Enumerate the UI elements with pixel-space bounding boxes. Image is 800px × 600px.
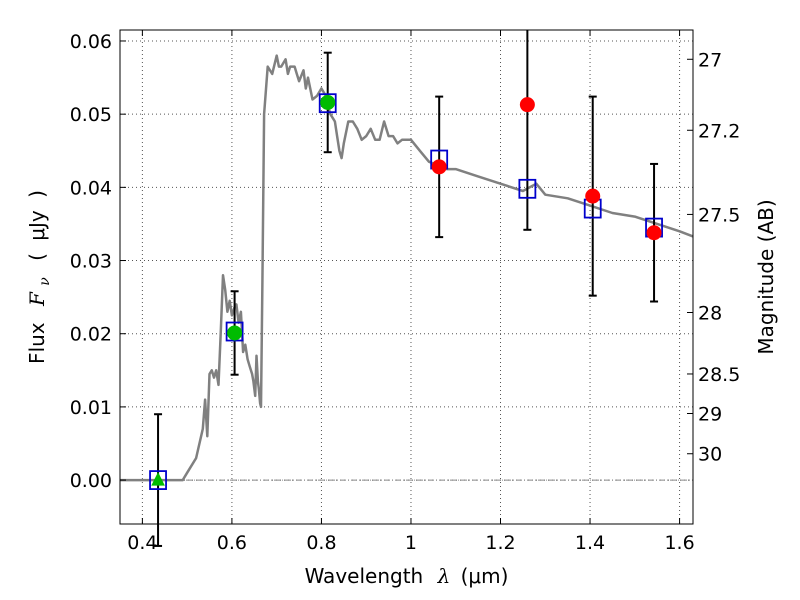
y-tick-label: 0.00 [70, 470, 112, 492]
x-tick-label: 0.6 [217, 532, 247, 554]
sed-model-curve [120, 54, 694, 482]
optical-detection-point [320, 94, 336, 110]
y2-tick-label: 27.2 [698, 120, 740, 142]
y2-tick-label: 28 [698, 302, 722, 324]
marker-layer [149, 93, 663, 490]
plot-frame [119, 29, 694, 525]
model-photometry-square [518, 178, 537, 199]
optical-detection-point [227, 325, 243, 341]
nir-detection-point [585, 188, 601, 204]
x-tick-label: 0.4 [127, 532, 157, 554]
x-tick-label: 1.2 [485, 532, 515, 554]
model-photometry-square [318, 93, 337, 114]
nir-detection-point [646, 225, 662, 241]
y-tick-label: 0.01 [70, 397, 112, 419]
y-tick-label: 0.03 [70, 251, 112, 273]
x-tick-label: 1.4 [575, 532, 605, 554]
x-axis-label: Wavelength λ (μm) [305, 564, 509, 588]
y-tick-label: 0.04 [70, 177, 112, 199]
model-photometry-square [225, 321, 244, 342]
x-tick-label: 0.8 [306, 532, 336, 554]
y-tick-label: 0.05 [70, 104, 112, 126]
y2-axis-label: Magnitude (AB) [754, 199, 778, 354]
y-tick-label: 0.02 [70, 324, 112, 346]
nir-detection-point [431, 159, 447, 175]
nir-detection-point [519, 97, 535, 113]
optical-limit-triangle [151, 471, 165, 486]
y-tick-label: 0.06 [70, 31, 112, 53]
x-tick-label: 1 [405, 532, 417, 554]
sed-model-layer [120, 54, 694, 482]
y2-tick-label: 29 [698, 403, 722, 425]
y2-tick-label: 27 [698, 49, 722, 71]
y2-tick-label: 30 [698, 444, 722, 466]
model-photometry-square [149, 470, 167, 490]
y-axis-label: Flux F ν ( μJy ) [25, 190, 54, 364]
y2-tick-label: 28.5 [698, 364, 740, 386]
x-tick-label: 1.6 [664, 532, 694, 554]
y2-tick-label: 27.5 [698, 204, 740, 226]
tick-layer: 0.4 0.6 0.8 1 1.2 1.4 1.6 0.00 0.01 0.02 0.03 0.04 0… [70, 30, 740, 554]
